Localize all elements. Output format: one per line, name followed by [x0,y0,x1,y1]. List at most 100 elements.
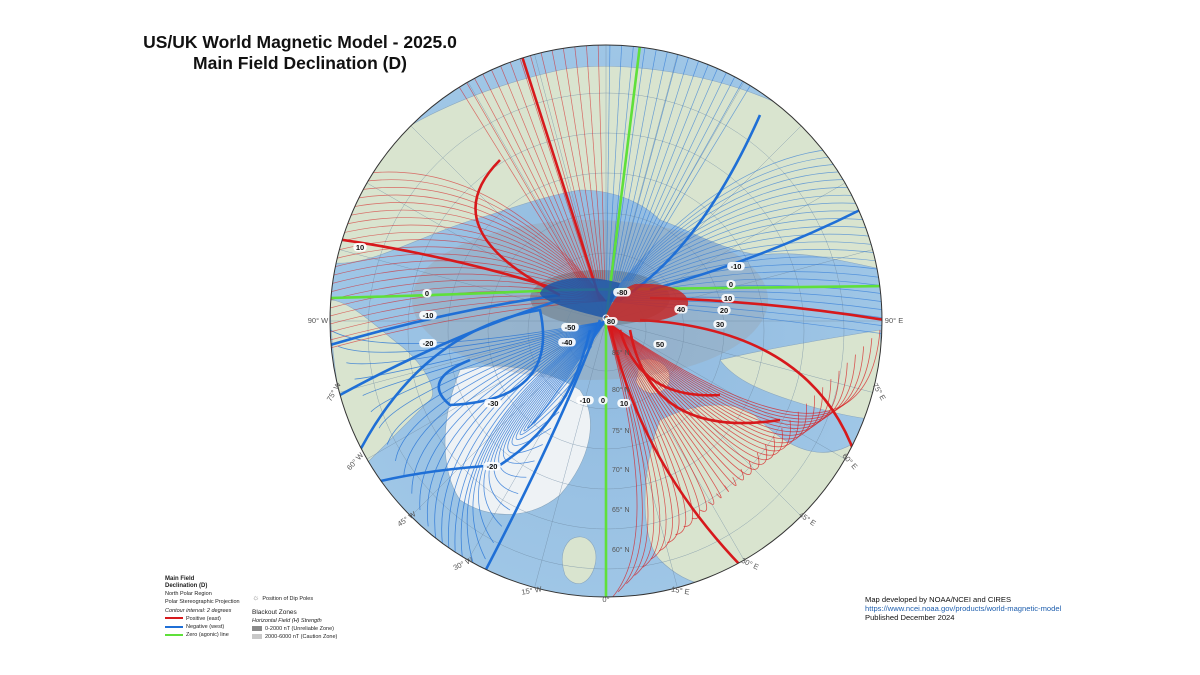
legend-item-dip-poles: ☼ Position of Dip Poles [252,594,337,603]
bold-contour [649,208,861,292]
contour-label: 0 [726,280,736,289]
legend-heading-1: Main Field [165,576,195,582]
legend-item-negative: Negative (west) [165,623,240,631]
contour-label: 40 [674,305,688,314]
svg-text:-50: -50 [565,323,576,332]
bold-contour [474,159,561,297]
latitude-label: 60° N [612,546,630,554]
bold-contour [604,45,642,321]
legend-contour-interval: Contour interval: 2 degrees [165,607,232,614]
contour-label: -10 [419,311,437,320]
contour-label: 0 [422,289,432,298]
longitude-label: 45° E [797,510,817,528]
bold-contour [618,329,721,397]
legend-item-caution: 2000-6000 nT (Caution Zone) [252,633,337,641]
svg-text:-20: -20 [487,462,498,471]
svg-text:-40: -40 [562,338,573,347]
latitude-label: 85° N [612,349,630,357]
contour-label: -20 [483,462,501,471]
bold-contour [518,49,602,301]
legend-blackout-heading: Blackout Zones [252,609,297,616]
caution-swatch [252,634,262,640]
legend-dip-poles-label: Position of Dip Poles [262,596,314,602]
land-british-isles [561,536,597,584]
longitude-label: 15° W [521,584,544,597]
svg-text:0: 0 [425,289,429,298]
legend: Main Field Declination (D) North Polar R… [165,576,240,640]
longitude-label: 30° E [740,556,761,572]
legend-heading-2: Declination (D) [165,583,208,589]
svg-text:10: 10 [724,294,732,303]
contour-label: -50 [561,323,579,332]
legend-negative-label: Negative (west) [186,624,225,631]
contour-label: 50 [653,340,667,349]
title-line-2: Main Field Declination (D) [193,53,407,73]
bold-contour [639,318,862,471]
bold-contour [628,329,781,425]
positive-swatch [165,617,183,620]
longitude-label: 90° E [885,316,903,325]
zero-swatch [165,634,183,637]
svg-text:30: 30 [716,320,724,329]
legend-blackout-subheading: Horizontal Field (H) Strength [252,618,322,624]
negative-pole-lobe [540,277,620,318]
latitude-label: 80° N [612,386,630,394]
svg-text:-20: -20 [423,339,434,348]
contour-label: 20 [717,306,731,315]
legend-region: North Polar Region [165,591,212,597]
contour-labels: 10 0 -10 -20 -30 -20 -10 0 10 -50 -40 -80 80 40 50 -10 0… [353,243,745,471]
svg-text:40: 40 [677,305,685,314]
legend-zero-label: Zero (agonic) line [186,632,229,639]
contour-label: 10 [617,399,631,408]
svg-text:-10: -10 [731,262,742,271]
bold-contour [330,236,561,292]
bold-contour [330,293,561,347]
svg-text:20: 20 [720,306,728,315]
unreliable-swatch [252,626,262,632]
contour-label: -30 [484,399,502,408]
contour-label: -20 [419,339,437,348]
map-title: US/UK World Magnetic Model - 2025.0 Main… [140,32,460,74]
contour-label: -80 [613,288,631,297]
svg-text:0: 0 [601,396,605,405]
bold-contour [339,298,561,397]
bold-contour [468,319,602,597]
credits-developer: Map developed by NOAA/NCEI and CIRES [865,595,1012,604]
contour-label: 30 [713,320,727,329]
legend-item-unreliable: 0-2000 nT (Unreliable Zone) [252,625,337,633]
legend-item-positive: Positive (east) [165,615,240,623]
bold-contour [608,324,761,586]
legend-item-zero: Zero (agonic) line [165,631,240,639]
contour-label: 0 [598,396,608,405]
legend-caution-label: 2000-6000 nT (Caution Zone) [265,634,338,640]
title-line-1: US/UK World Magnetic Model - 2025.0 [143,32,457,52]
legend-projection: Polar Stereographic Projection [165,599,240,606]
svg-text:80: 80 [607,317,615,326]
legend-blackout: ☼ Position of Dip Poles Blackout Zones Ho… [252,594,337,641]
legend-unreliable-label: 0-2000 nT (Unreliable Zone) [265,626,334,632]
latitude-labels: 85° N 80° N 75° N 70° N 65° N 60° N [612,349,630,554]
svg-text:10: 10 [620,399,628,408]
svg-text:0: 0 [729,280,733,289]
svg-text:-30: -30 [488,399,499,408]
longitude-label: 15° E [671,585,691,597]
latitude-label: 65° N [612,506,630,514]
svg-text:-10: -10 [580,396,591,405]
longitude-label: 0° [602,595,609,604]
contour-label: -10 [727,262,745,271]
svg-text:-80: -80 [617,288,628,297]
latitude-label: 70° N [612,466,630,474]
svg-text:10: 10 [356,243,364,252]
contour-label: 10 [721,294,735,303]
map-border [329,44,883,598]
bold-contour [353,308,545,461]
svg-text:-10: -10 [423,311,434,320]
credits-url-link[interactable]: https://www.ncei.noaa.gov/products/world… [865,604,1062,614]
legend-positive-label: Positive (east) [186,615,221,622]
credits: Map developed by NOAA/NCEI and CIRES htt… [865,595,1061,623]
contour-label: -10 [576,396,594,405]
contour-lines-bold [330,45,882,597]
dip-pole-icon: ☼ [252,593,260,602]
contour-label: 10 [353,243,367,252]
